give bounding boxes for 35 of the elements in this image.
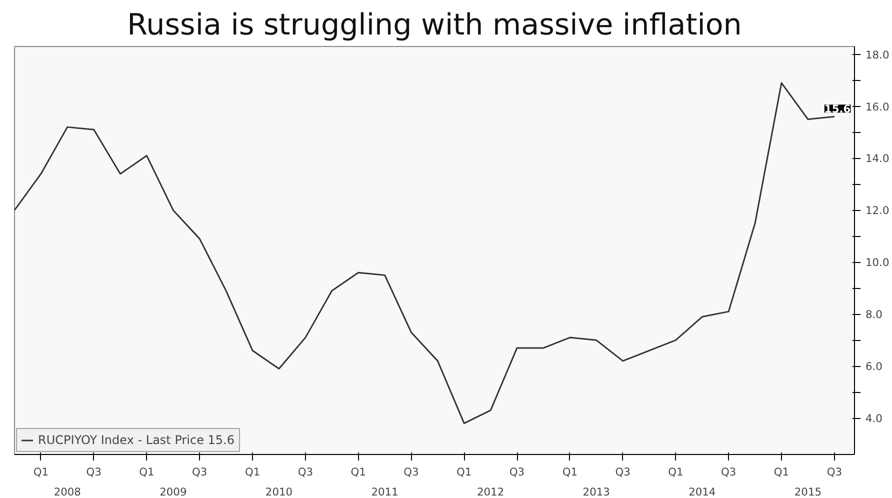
x-tick-label: Q1	[562, 466, 578, 478]
y-tick-label: 10.0	[866, 256, 890, 270]
x-tick-label: Q3	[192, 466, 208, 478]
x2-tick-label: 2012	[477, 486, 504, 498]
x-tick-label: Q3	[509, 466, 525, 478]
x-tick-label: Q1	[350, 466, 366, 478]
x2-tick-label: 2011	[371, 486, 398, 498]
y-tick-label: 16.0	[866, 100, 890, 114]
x-tick-label: Q3	[721, 466, 736, 478]
y-tick-label: 18.0	[866, 48, 890, 62]
x-tick-label: Q1	[244, 466, 260, 478]
legend-label: RUCPIYOY Index - Last Price 15.6	[38, 433, 234, 447]
x-tick-label: Q1	[668, 466, 684, 478]
annotation: 15.6	[824, 102, 851, 116]
x-tick-label: Q3	[298, 466, 314, 478]
x2-tick-label: 2010	[265, 486, 293, 498]
x-tick-label: Q3	[404, 466, 419, 478]
y-tick-label: 6.0	[866, 360, 883, 374]
x-tick-label: Q1	[774, 466, 790, 478]
x2-tick-label: 2009	[160, 486, 187, 498]
x2-tick-label: 2015	[794, 486, 822, 498]
x-tick-label: Q1	[33, 466, 49, 478]
x-tick-label: Q3	[615, 466, 630, 478]
y-tick-label: 4.0	[866, 412, 883, 426]
x-tick-label: Q1	[139, 466, 154, 478]
x2-tick-label: 2014	[688, 486, 716, 498]
x-tick-label: Q1	[456, 466, 472, 478]
y-tick-label: 12.0	[866, 204, 890, 218]
y-tick-label: 8.0	[866, 308, 883, 322]
x-tick-label: Q3	[826, 466, 842, 478]
x2-tick-label: 2008	[54, 486, 82, 498]
y-tick-label: 14.0	[866, 152, 890, 166]
x2-tick-label: 2013	[582, 486, 610, 498]
chart-title: Russia is struggling with massive inflation	[127, 8, 742, 42]
x-tick-label: Q3	[86, 466, 102, 478]
